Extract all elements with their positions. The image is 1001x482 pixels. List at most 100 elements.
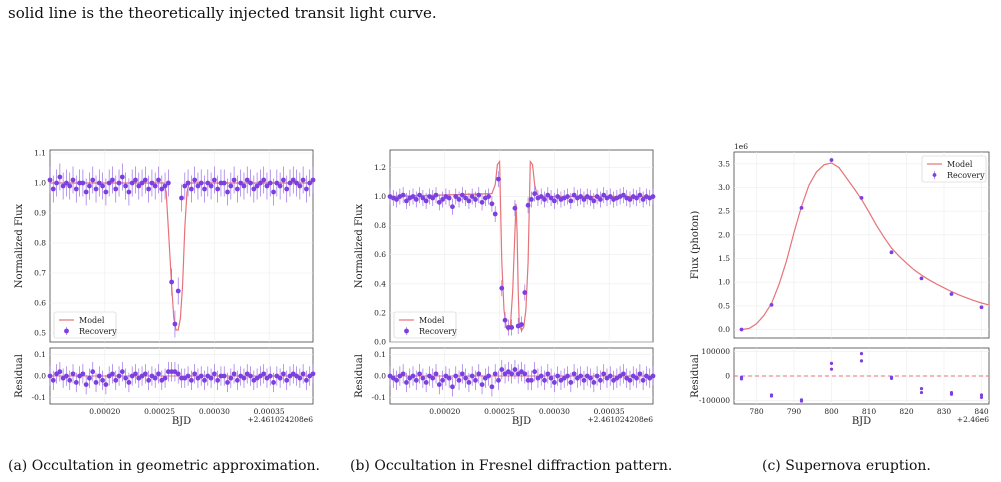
recovery-point (274, 180, 280, 186)
residual-point (261, 371, 267, 377)
residual-point (640, 377, 646, 383)
recovery-point (47, 177, 53, 183)
y-tick-label: 0.4 (374, 279, 386, 288)
y-tick-label: 0.9 (34, 209, 46, 218)
y-axis-label: Normalized Flux (354, 203, 365, 288)
recovery-point (202, 186, 207, 192)
chart-a-svg: 0.00020 0.00025 0.00030 0.00035 0.5 0.6 0.7 0.8… (14, 149, 316, 427)
recovery-point (410, 194, 416, 199)
residual-point (146, 377, 152, 383)
recovery-point (238, 180, 244, 186)
y-tick-label: 1.0 (374, 192, 386, 201)
legend-recovery-swatch (404, 328, 409, 334)
legend-box (393, 311, 457, 339)
recovery-point (87, 183, 92, 189)
residual-point (126, 380, 132, 385)
residual-point (93, 380, 99, 385)
residual-point (304, 377, 309, 383)
recovery-point (241, 183, 247, 189)
residual-point (769, 394, 774, 398)
residual-point (548, 375, 554, 381)
recovery-point (284, 186, 290, 192)
recovery-point (258, 180, 263, 186)
x-tick-label: 840 (974, 407, 989, 416)
legend-model-label: Model (419, 316, 445, 325)
residual-point (538, 373, 544, 379)
x-tick-label: 800 (824, 407, 839, 416)
residual-point (228, 375, 234, 381)
recovery-point (456, 197, 462, 202)
recovery-point (453, 194, 459, 199)
recovery-point (218, 180, 224, 186)
chart-b-svg: 0.00020 0.00025 0.00030 0.00035 0.0 0.2 0.4 0.6… (354, 149, 656, 427)
recovery-point (588, 195, 593, 201)
residual-point (607, 373, 613, 379)
residual-point (420, 375, 426, 381)
y-tick-label: 0.5 (34, 329, 46, 338)
residual-point (271, 380, 276, 385)
residual-point (650, 373, 656, 379)
residual-tick-label: -100000 (699, 396, 730, 405)
recovery-point (100, 183, 105, 189)
recovery-point (307, 180, 313, 186)
recovery-point (637, 192, 643, 198)
recovery-point (225, 189, 230, 195)
recovery-point (509, 325, 515, 330)
recovery-point (169, 279, 175, 285)
recovery-point (294, 180, 299, 186)
residual-axis-label: Residual (14, 354, 25, 398)
recovery-point (522, 290, 528, 295)
residual-point (202, 377, 207, 383)
residual-point (64, 373, 69, 379)
recovery-point (601, 192, 607, 198)
residual-point (450, 384, 455, 390)
recovery-point (179, 195, 184, 201)
residual-point (113, 377, 119, 383)
recovery-point (70, 177, 76, 183)
residual-point (532, 369, 538, 375)
y-tick-label: 0.5 (718, 301, 730, 310)
recovery-point (300, 177, 306, 183)
chart-c-svg: 780 790 800 810 820 830 840 0.0 0.5 1.0 1.5 2.0 2.5 3… (690, 142, 990, 427)
recovery-point (126, 189, 132, 195)
recovery-point (116, 180, 122, 186)
residual-point (67, 377, 73, 383)
residual-point (459, 371, 465, 377)
recovery-point (420, 195, 426, 201)
residual-tick-label: -0.1 (32, 393, 46, 402)
recovery-point (551, 198, 557, 204)
y-tick-label: 1.0 (34, 179, 46, 188)
residual-tick-label: 0.1 (34, 350, 46, 359)
residual-point (57, 369, 63, 375)
recovery-point (60, 183, 66, 189)
residual-axis-label: Residual (354, 354, 365, 398)
y-axis-label: Normalized Flux (14, 203, 25, 288)
residual-point (83, 382, 89, 388)
residual-point (80, 371, 86, 377)
residual-point (528, 377, 534, 383)
residual-point (601, 371, 607, 377)
residual-point (829, 361, 834, 365)
y-tick-label: 3.5 (718, 159, 730, 168)
recovery-point (621, 192, 626, 198)
residual-point (486, 373, 492, 379)
residual-point (436, 382, 442, 388)
model-curve (741, 162, 990, 331)
residual-point (571, 371, 577, 377)
residual-point (594, 373, 600, 379)
residual-point (889, 376, 894, 381)
y-tick-label: 0.6 (34, 299, 46, 308)
recovery-point (162, 183, 168, 189)
residual-point (919, 387, 924, 391)
recovery-point (568, 198, 574, 204)
residual-point (433, 371, 439, 377)
residual-point (103, 382, 109, 388)
recovery-point (404, 198, 409, 204)
residual-point (221, 373, 227, 379)
residual-point (267, 373, 273, 379)
recovery-point (489, 201, 495, 207)
residual-point (446, 375, 452, 381)
caption-b: (b) Occultation in Fresnel diffraction p… (350, 458, 673, 474)
recovery-point (254, 183, 260, 189)
recovery-point (248, 180, 253, 186)
